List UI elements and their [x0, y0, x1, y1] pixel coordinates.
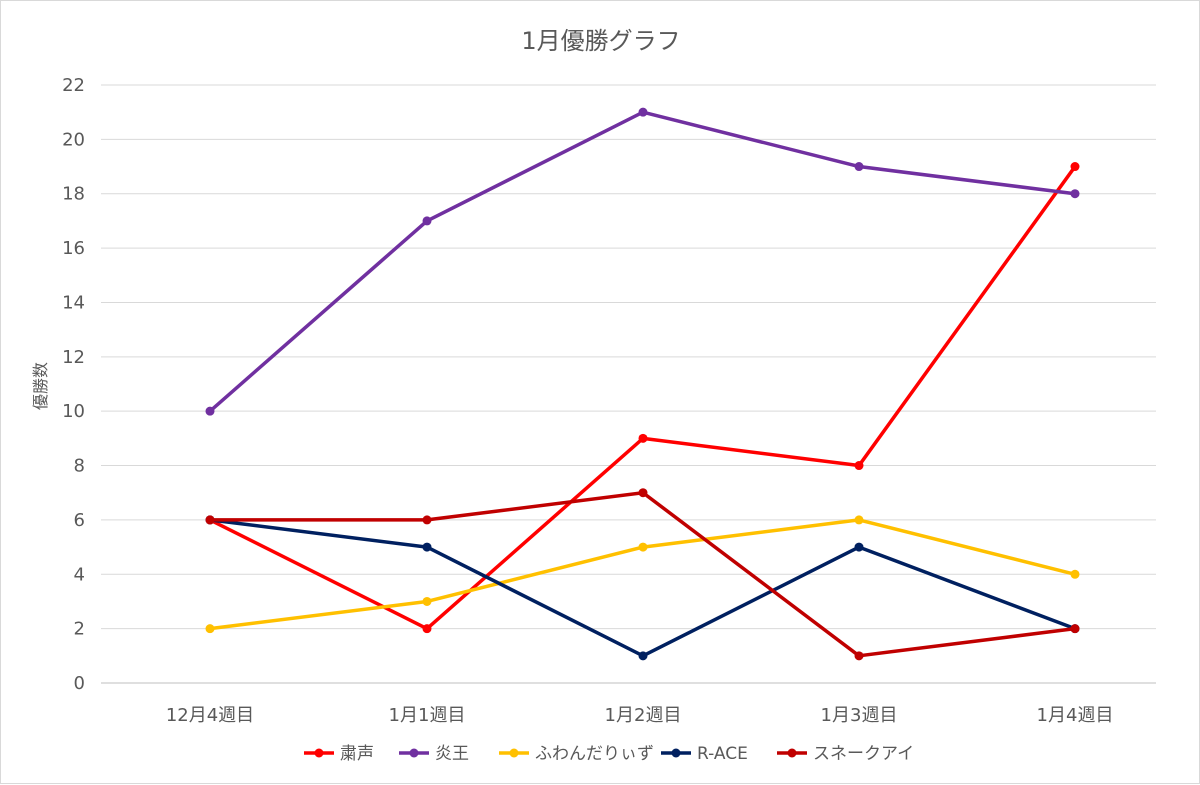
legend-label: R-ACE: [697, 744, 748, 764]
legend-marker: [509, 748, 519, 758]
x-tick-label: 1月3週目: [821, 705, 898, 726]
data-point: [638, 488, 648, 498]
y-tick-label: 12: [62, 347, 85, 368]
series-粛声: [205, 162, 1080, 634]
legend-item: 粛声: [304, 744, 374, 764]
x-axis-ticks: 12月4週目 1月1週目 1月2週目 1月3週目 1月4週目: [166, 705, 1114, 726]
data-point: [638, 107, 648, 117]
legend-marker: [787, 748, 797, 758]
series-line: [208, 164, 1077, 631]
legend-marker: [314, 748, 324, 758]
data-point: [854, 515, 864, 525]
y-tick-label: 18: [62, 184, 85, 205]
data-point: [854, 461, 864, 471]
y-tick-label: 14: [62, 292, 85, 313]
chart-title: 1月優勝グラフ: [521, 27, 680, 55]
data-point: [422, 596, 432, 606]
series-lines: [205, 107, 1080, 661]
y-tick-label: 6: [74, 510, 85, 531]
series-ふわんだりぃず: [205, 515, 1080, 634]
y-tick-label: 8: [74, 456, 85, 477]
y-axis-ticks: 0 2 4 6 8 10 12 14 16 18 20 22: [62, 75, 85, 694]
data-point: [854, 651, 864, 661]
legend-item: ふわんだりぃず: [499, 744, 654, 764]
y-tick-label: 22: [62, 75, 85, 96]
legend-item: 炎王: [399, 744, 469, 764]
data-point: [854, 162, 864, 172]
data-point: [205, 406, 215, 416]
y-tick-label: 20: [62, 129, 85, 150]
legend: 粛声 炎王 ふわんだりぃず R-ACE スネークアイ: [304, 744, 914, 764]
data-point: [1070, 189, 1080, 199]
legend-label: ふわんだりぃず: [535, 744, 654, 764]
data-point: [422, 542, 432, 552]
x-tick-label: 1月4週目: [1037, 705, 1114, 726]
x-tick-label: 1月2週目: [605, 705, 682, 726]
data-point: [1070, 569, 1080, 579]
x-tick-label: 1月1週目: [389, 705, 466, 726]
legend-item: R-ACE: [661, 744, 748, 764]
series-炎王: [205, 107, 1080, 416]
y-axis-title: 優勝数: [31, 362, 50, 410]
y-tick-label: 16: [62, 238, 85, 259]
data-point: [1070, 162, 1080, 172]
series-R-ACE: [205, 515, 1080, 661]
y-tick-label: 0: [74, 673, 85, 694]
data-point: [638, 433, 648, 443]
data-point: [854, 542, 864, 552]
y-tick-label: 2: [74, 619, 85, 640]
y-tick-label: 10: [62, 401, 85, 422]
data-point: [205, 515, 215, 525]
data-point: [422, 624, 432, 634]
legend-label: 粛声: [340, 744, 374, 764]
legend-label: スネークアイ: [813, 744, 914, 764]
data-point: [422, 216, 432, 226]
series-line: [208, 110, 1077, 413]
data-point: [638, 542, 648, 552]
data-point: [638, 651, 648, 661]
x-tick-label: 12月4週目: [166, 705, 254, 726]
legend-marker: [409, 748, 419, 758]
series-スネークアイ: [205, 488, 1080, 661]
y-tick-label: 4: [74, 564, 85, 585]
data-point: [205, 624, 215, 634]
data-point: [1070, 624, 1080, 634]
data-point: [422, 515, 432, 525]
gridlines: [101, 84, 1156, 684]
legend-label: 炎王: [435, 744, 469, 764]
legend-marker: [671, 748, 681, 758]
legend-item: スネークアイ: [777, 744, 914, 764]
